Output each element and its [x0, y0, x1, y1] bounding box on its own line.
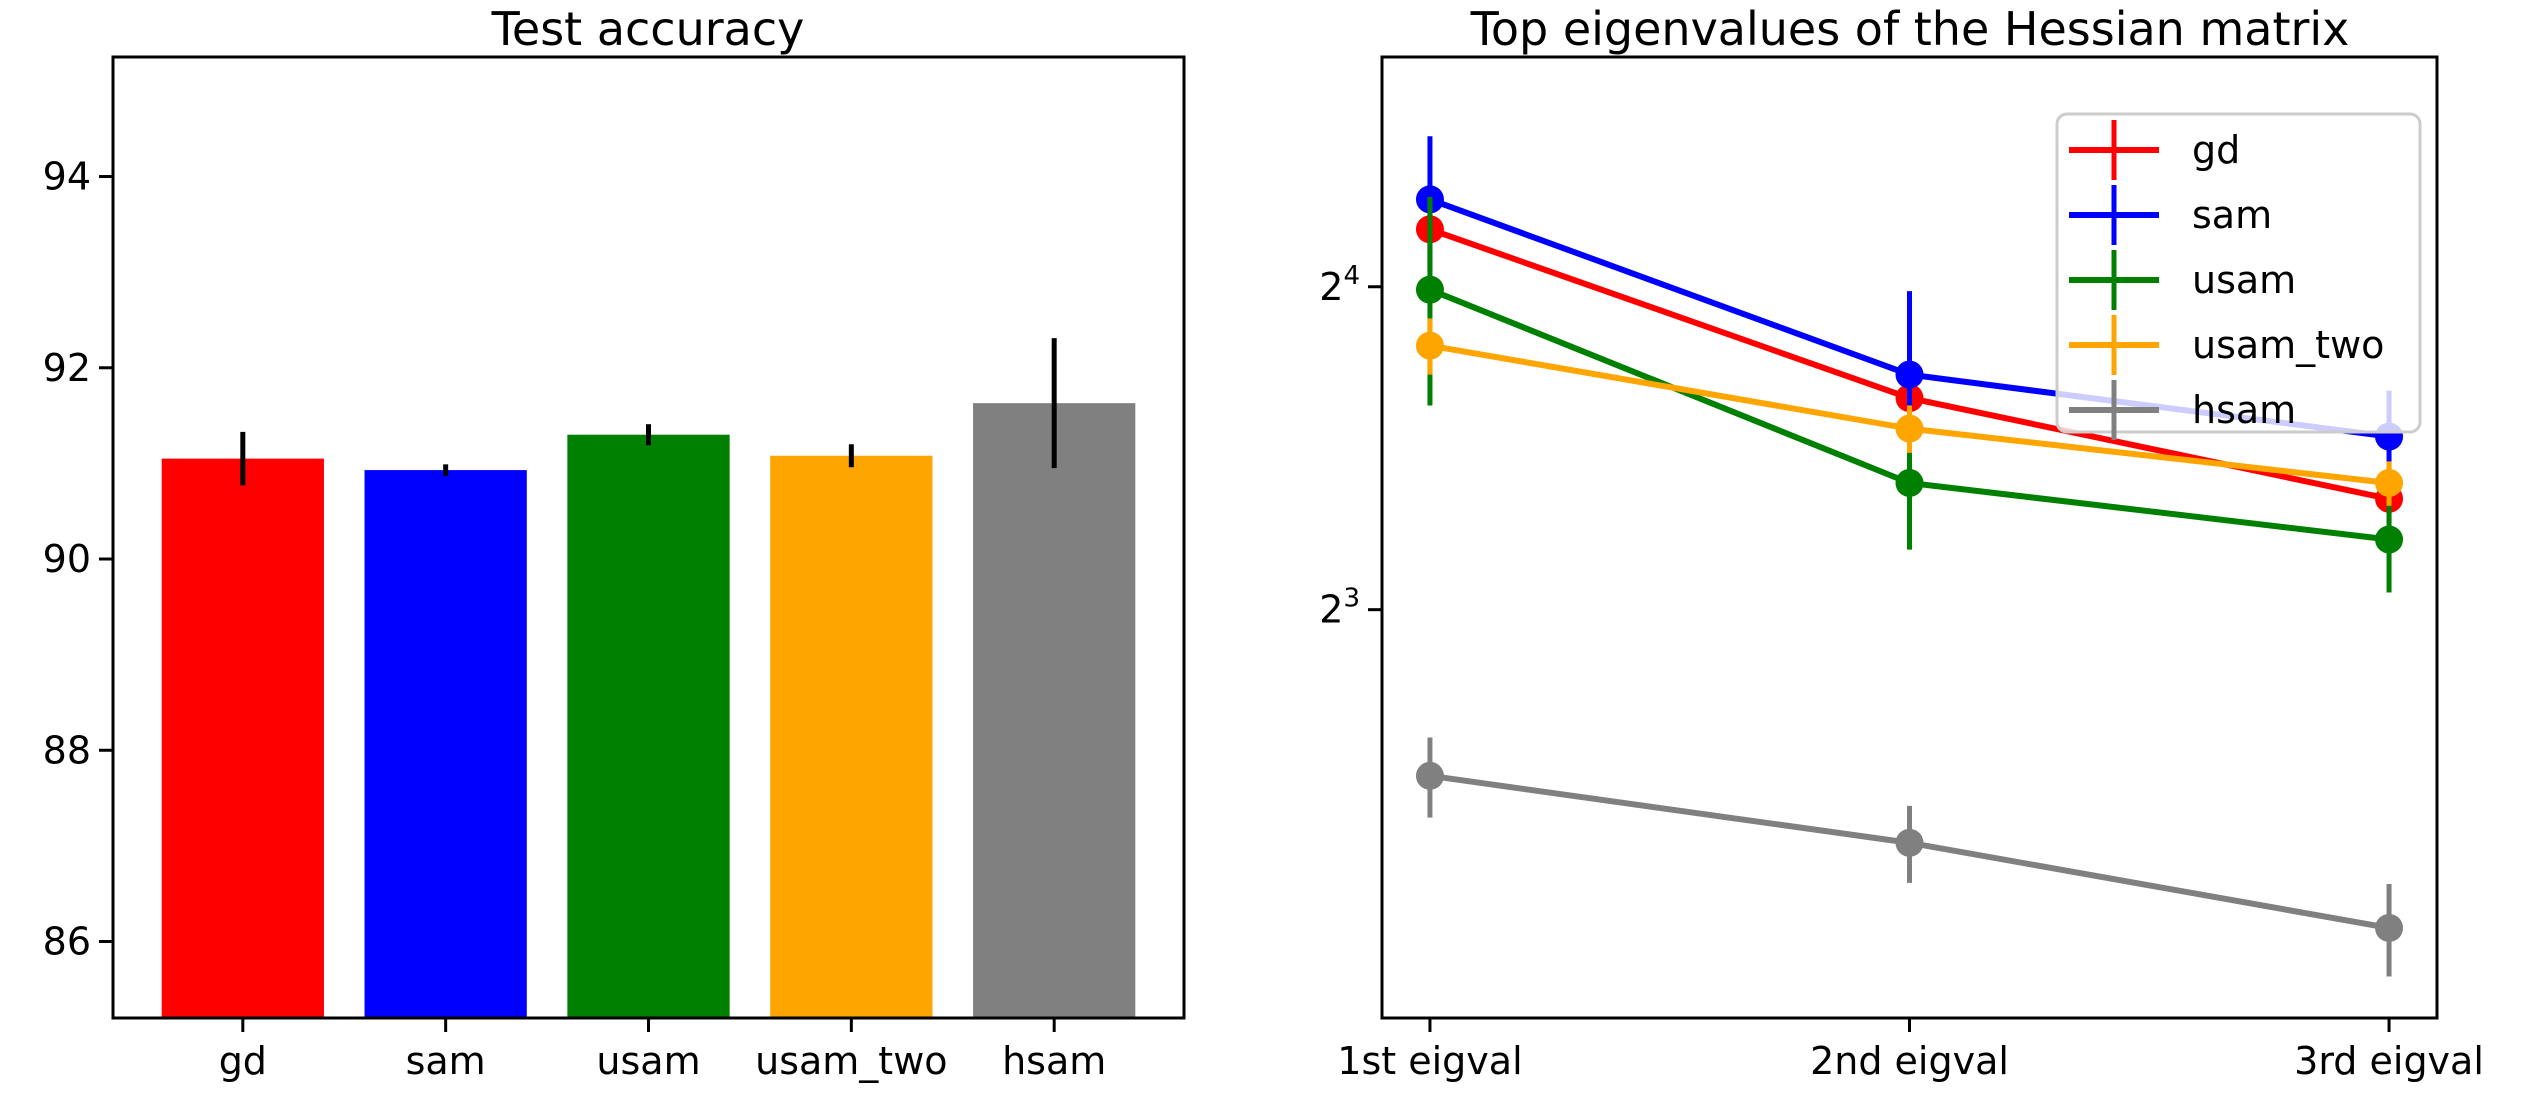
marker-hsam-1	[1895, 828, 1924, 857]
x-tick-label-hsam: hsam	[1002, 1039, 1106, 1083]
marker-usam_two-1	[1895, 414, 1924, 443]
legend-label-usam_two: usam_two	[2192, 323, 2384, 367]
legend-item-usam_two: usam_two	[2069, 315, 2384, 375]
y-tick-label-2^4: 24	[1319, 261, 1360, 309]
x-tick-label-2nd eigval: 2nd eigval	[1810, 1039, 2009, 1083]
marker-usam_two-2	[2375, 468, 2404, 497]
y-tick-label-2^3: 23	[1319, 584, 1360, 632]
axes-spines	[111, 55, 1186, 1020]
y-tick-label: 88	[43, 728, 91, 772]
bar-sam	[364, 470, 527, 1019]
x-tick-label-1st eigval: 1st eigval	[1337, 1039, 1522, 1083]
x-tick-label-3rd eigval: 3rd eigval	[2294, 1039, 2484, 1083]
legend-item-hsam: hsam	[2069, 380, 2296, 440]
hessian-eigenvalues-title: Top eigenvalues of the Hessian matrix	[1470, 2, 2350, 56]
bar-hsam	[973, 403, 1136, 1018]
marker-usam-1	[1895, 468, 1924, 497]
hessian-eigenvalues-chart: 24 23 1st eigval 2nd eigval 3rd eigval gd sam u…	[1319, 55, 2484, 1083]
bar-usam	[567, 434, 730, 1018]
marker-usam-2	[2375, 525, 2404, 554]
legend-item-gd: gd	[2069, 120, 2240, 180]
bar-gd	[161, 458, 324, 1018]
marker-sam-1	[1895, 360, 1924, 389]
legend-label-gd: gd	[2192, 128, 2240, 172]
x-tick-label-gd: gd	[219, 1039, 267, 1083]
marker-hsam-2	[2375, 913, 2404, 942]
axes-spines	[1380, 55, 2439, 1020]
legend-item-sam: sam	[2069, 185, 2272, 245]
x-tick-label-sam: sam	[406, 1039, 486, 1083]
test-accuracy-chart: 86 88 90 92 94 gd sam usam usam_two hsam	[43, 55, 1186, 1083]
legend-box	[2055, 112, 2422, 434]
legend-item-usam: usam	[2069, 250, 2296, 310]
x-tick-label-usam_two: usam_two	[755, 1039, 947, 1083]
x-tick-label-usam: usam	[596, 1039, 700, 1083]
y-tick-label: 94	[43, 155, 91, 199]
bar-usam_two	[770, 455, 933, 1018]
marker-usam_two-0	[1415, 331, 1444, 360]
legend-label-usam: usam	[2192, 258, 2296, 302]
test-accuracy-title: Test accuracy	[491, 2, 805, 56]
y-tick-label: 86	[43, 920, 91, 964]
y-tick-label: 90	[43, 537, 91, 581]
marker-hsam-0	[1415, 761, 1444, 790]
legend-label-sam: sam	[2192, 193, 2272, 237]
y-tick-label: 92	[43, 346, 91, 390]
marker-usam-0	[1415, 275, 1444, 304]
legend-label-hsam: hsam	[2192, 388, 2296, 432]
